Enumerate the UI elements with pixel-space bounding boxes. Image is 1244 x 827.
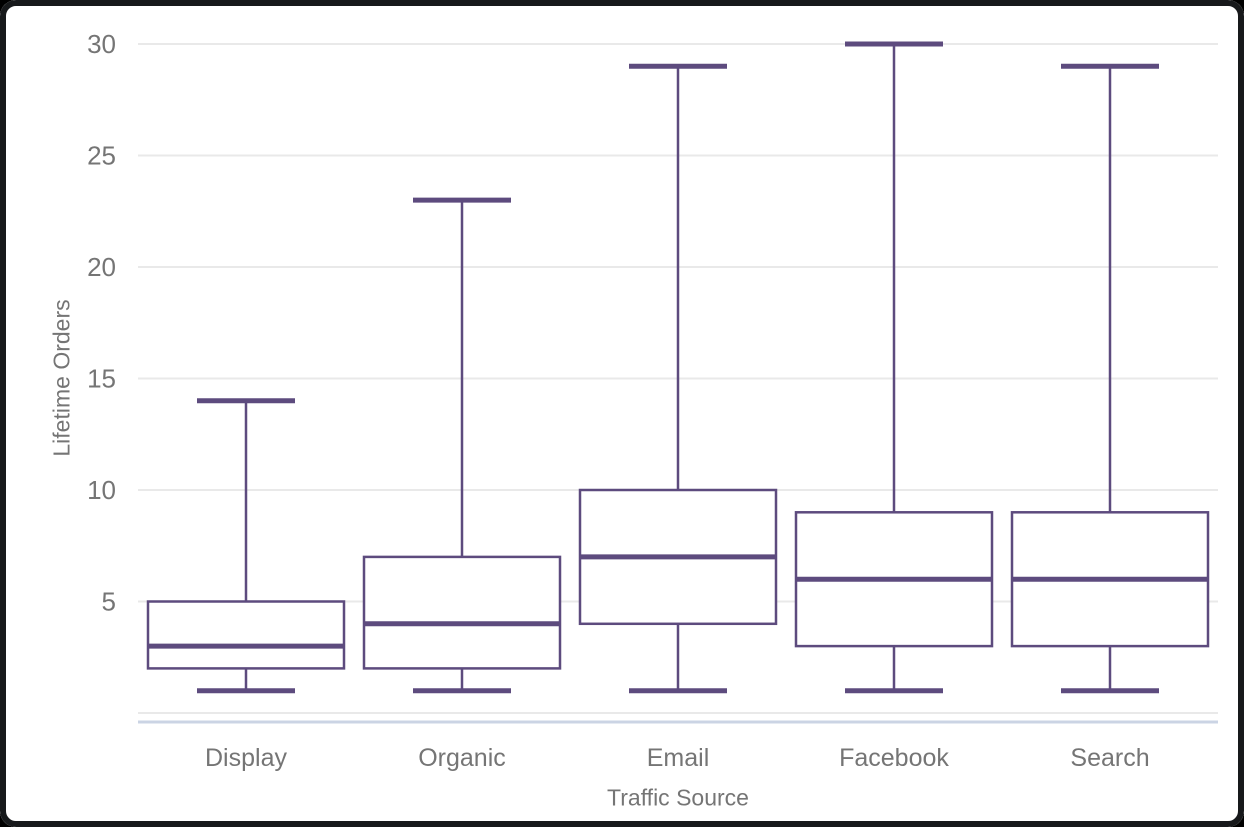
y-tick-label: 20: [87, 252, 116, 282]
x-category-label: Facebook: [839, 744, 949, 772]
iqr-box: [362, 555, 562, 670]
boxplot-facebook[interactable]: [794, 41, 994, 694]
x-axis-title: Traffic Source: [607, 784, 749, 811]
x-category-label: Organic: [418, 744, 506, 772]
y-axis-title: Lifetime Orders: [48, 299, 75, 457]
iqr-box: [146, 600, 346, 670]
boxplot-display[interactable]: [146, 398, 346, 694]
y-tick-label: 5: [102, 587, 116, 617]
y-tick-label: 30: [87, 29, 116, 59]
y-tick-label: 25: [87, 141, 116, 171]
boxplot-organic[interactable]: [362, 197, 562, 694]
y-tick-label: 10: [87, 475, 116, 505]
boxplot-search[interactable]: [1010, 63, 1210, 694]
x-category-label: Email: [647, 744, 710, 772]
boxplot-email[interactable]: [578, 63, 778, 694]
x-category-label: Display: [205, 744, 287, 772]
x-category-label: Search: [1070, 744, 1149, 772]
y-tick-label: 15: [87, 364, 116, 394]
